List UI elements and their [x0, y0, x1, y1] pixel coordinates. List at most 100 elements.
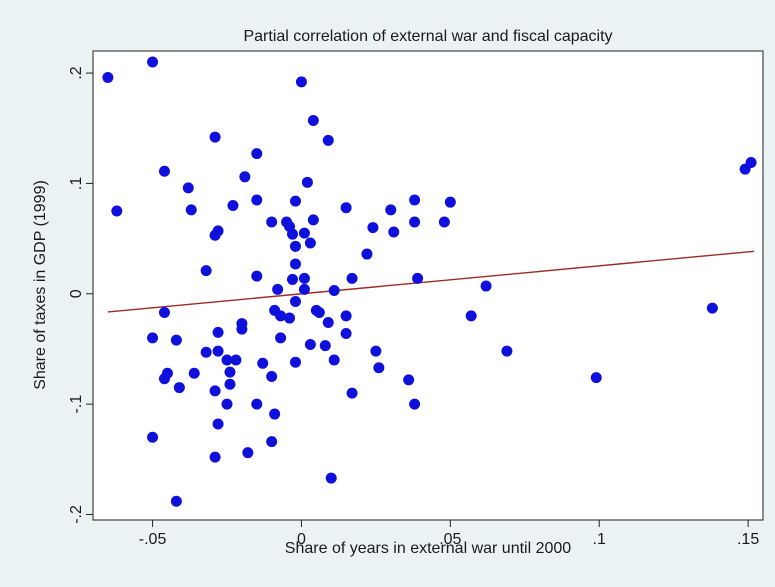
data-point: [409, 194, 421, 206]
data-point: [266, 216, 278, 228]
data-point: [295, 76, 307, 88]
y-tick-label: -.2: [68, 505, 85, 524]
data-point: [188, 367, 200, 379]
data-point: [158, 307, 170, 319]
data-point: [367, 222, 379, 234]
x-tick-label: .15: [737, 531, 759, 548]
data-point: [147, 56, 159, 68]
data-point: [266, 371, 278, 383]
data-point: [212, 326, 224, 338]
data-point: [230, 354, 242, 366]
data-point: [465, 310, 477, 322]
data-point: [200, 346, 212, 358]
data-point: [275, 332, 287, 344]
data-point: [298, 283, 310, 295]
y-tick-label: -.1: [68, 395, 85, 414]
data-point: [346, 387, 358, 399]
data-point: [147, 332, 159, 344]
x-tick-label: .1: [593, 531, 606, 548]
data-point: [340, 202, 352, 214]
data-point: [745, 156, 757, 168]
data-point: [590, 372, 602, 384]
data-point: [212, 225, 224, 237]
data-point: [307, 115, 319, 127]
x-tick-label: -.05: [139, 531, 167, 548]
y-tick-label: .2: [68, 66, 85, 79]
data-point: [209, 385, 221, 397]
data-point: [409, 398, 421, 410]
data-point: [370, 345, 382, 357]
data-point: [287, 273, 299, 285]
data-point: [251, 270, 263, 282]
fit-line: [107, 250, 755, 313]
data-point: [289, 240, 301, 252]
x-tick-label: .05: [439, 531, 461, 548]
data-point: [706, 302, 718, 314]
data-point: [251, 398, 263, 410]
data-point: [269, 408, 281, 420]
plot-area: [92, 50, 764, 521]
data-point: [373, 362, 385, 374]
x-tick-label: 0: [297, 531, 306, 548]
data-point: [313, 307, 325, 319]
data-point: [284, 312, 296, 324]
data-point: [361, 248, 373, 260]
data-point: [304, 339, 316, 351]
data-point: [301, 176, 313, 188]
data-point: [289, 195, 301, 207]
data-point: [182, 182, 194, 194]
y-axis-label: Share of taxes in GDP (1999): [32, 180, 49, 390]
x-axis-label: Share of years in external war until 200…: [285, 540, 571, 557]
data-point: [251, 148, 263, 160]
data-point: [236, 318, 248, 330]
data-point: [319, 340, 331, 352]
data-point: [209, 131, 221, 143]
data-point: [209, 451, 221, 463]
data-point: [275, 310, 287, 322]
data-point: [289, 258, 301, 270]
data-point: [272, 283, 284, 295]
data-point: [304, 237, 316, 249]
data-point: [173, 382, 185, 394]
data-point: [111, 205, 123, 217]
data-point: [388, 226, 400, 238]
data-point: [200, 265, 212, 277]
data-point: [298, 272, 310, 284]
data-point: [289, 356, 301, 368]
data-point: [346, 272, 358, 284]
data-point: [224, 378, 236, 390]
data-point: [307, 214, 319, 226]
data-point: [170, 495, 182, 507]
data-point: [161, 367, 173, 379]
data-point: [409, 216, 421, 228]
data-point: [480, 280, 492, 292]
data-point: [221, 354, 233, 366]
data-point: [257, 357, 269, 369]
chart-title: Partial correlation of external war and …: [243, 28, 612, 45]
data-point: [501, 345, 513, 357]
data-point: [102, 71, 114, 83]
data-point: [212, 418, 224, 430]
y-tick-label: 0: [68, 289, 85, 298]
data-point: [322, 316, 334, 328]
data-point: [328, 354, 340, 366]
x-axis-ticks: -.05 0 .05 .1 .15: [139, 520, 759, 548]
data-point: [444, 196, 456, 208]
data-point: [289, 296, 301, 308]
data-point: [340, 310, 352, 322]
data-point: [239, 171, 251, 183]
data-point: [170, 334, 182, 346]
data-points: [102, 56, 757, 507]
y-tick-label: .1: [68, 177, 85, 190]
data-point: [412, 272, 424, 284]
y-axis-ticks: -.2 -.1 0 .1 .2: [68, 66, 93, 524]
data-point: [325, 472, 337, 484]
data-point: [328, 284, 340, 296]
data-point: [242, 447, 254, 459]
data-point: [403, 374, 415, 386]
fit-line-layer: [107, 250, 755, 313]
data-point: [322, 134, 334, 146]
data-point: [221, 398, 233, 410]
data-point: [158, 165, 170, 177]
